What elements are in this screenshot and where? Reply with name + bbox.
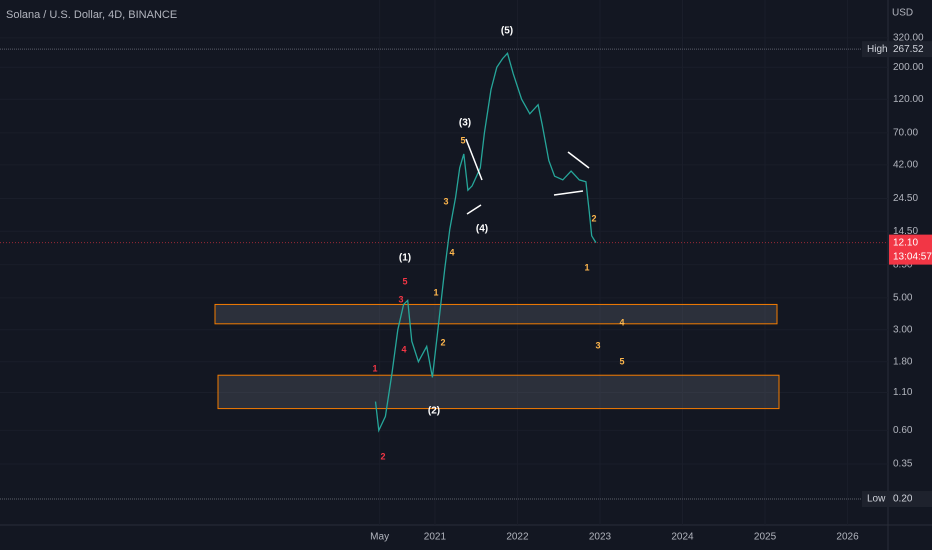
y-tick-label: 0.60 — [893, 425, 913, 436]
countdown: 13:04:57 — [893, 251, 932, 262]
x-tick-label: 2026 — [836, 532, 859, 543]
zone — [214, 303, 778, 325]
plot-layer: (1) (2) (3) (4) (5) 1 2 3 4 5 1 2 3 4 5 1 2 3 4 5 — [372, 26, 624, 462]
drawings — [465, 138, 590, 215]
wave-label: 1 — [372, 363, 377, 373]
high-tag — [862, 41, 888, 58]
y-tick-label: 14.50 — [893, 226, 918, 237]
wave-label: 5 — [402, 276, 407, 286]
wave-label: 3 — [398, 294, 403, 304]
wave-label: 2 — [591, 213, 596, 223]
y-tick-label: 200.00 — [893, 62, 924, 73]
trendline — [466, 204, 482, 215]
low-tag-label: Low — [867, 494, 886, 505]
x-tick-label: 2023 — [589, 532, 612, 543]
currency: USD — [892, 8, 913, 19]
wave-label: 1 — [584, 262, 589, 272]
x-tick-label: 2021 — [424, 532, 447, 543]
wave-label: 5 — [460, 135, 465, 145]
y-tick-label: 24.50 — [893, 193, 918, 204]
wave-label: (3) — [459, 118, 471, 129]
chart-title: Solana / U.S. Dollar, 4D, BINANCE — [6, 9, 177, 21]
background-layer — [0, 48, 888, 500]
y-tick-label: 1.10 — [893, 387, 913, 398]
high-value-tag — [889, 41, 932, 58]
trendline — [553, 190, 584, 196]
trendline — [465, 138, 483, 181]
last-price-tag — [889, 234, 932, 265]
wave-label: 2 — [380, 451, 385, 461]
x-tick-label: 2022 — [506, 532, 529, 543]
x-tick-label: 2025 — [754, 532, 777, 543]
low-value: 0.20 — [893, 494, 913, 505]
x-tick-label: May — [370, 532, 389, 543]
wave-label: (1) — [399, 253, 411, 264]
last-price: 12.10 — [893, 237, 918, 248]
y-tick-label: 3.00 — [893, 324, 913, 335]
y-tick-label: 120.00 — [893, 94, 924, 105]
wave-label: 1 — [433, 287, 438, 297]
y-tick-label: 42.00 — [893, 159, 918, 170]
wave-label: (4) — [476, 224, 488, 235]
trendline — [567, 151, 590, 169]
y-tick-label: 1.80 — [893, 356, 913, 367]
wave-label: 3 — [443, 196, 448, 206]
wave-label: 4 — [619, 317, 624, 327]
zone — [217, 374, 780, 410]
wave-label: 4 — [401, 344, 406, 354]
high-value: 267.52 — [893, 44, 924, 55]
y-tick-label: 70.00 — [893, 128, 918, 139]
price-line — [374, 52, 597, 433]
wave-label: 2 — [440, 337, 445, 347]
wave-label: 3 — [595, 340, 600, 350]
y-tick-label: 320.00 — [893, 33, 924, 44]
low-tag — [862, 491, 888, 508]
x-tick-label: 2024 — [671, 532, 694, 543]
wave-label: 4 — [449, 247, 454, 257]
wave-label: (2) — [428, 406, 440, 417]
high-tag-label: High — [867, 44, 888, 55]
wave-label: (5) — [501, 26, 513, 37]
y-tick-label: 8.50 — [893, 259, 913, 270]
y-tick-label: 5.00 — [893, 292, 913, 303]
low-value-tag — [889, 491, 932, 508]
y-tick-label: 0.35 — [893, 459, 913, 470]
wave-label: 5 — [619, 356, 624, 366]
